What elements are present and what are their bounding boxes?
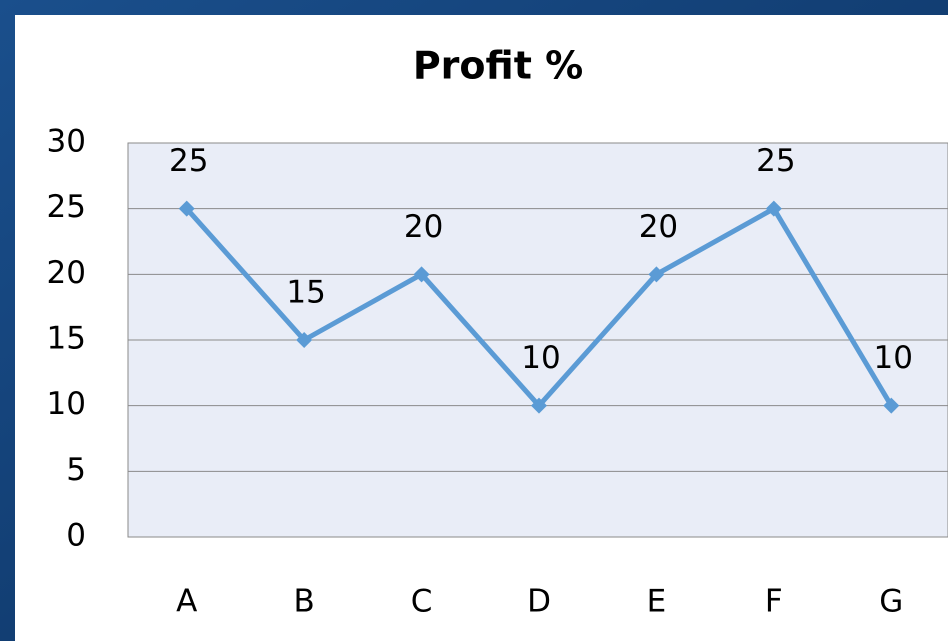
data-label: 15: [286, 275, 325, 311]
marker: [648, 266, 665, 283]
y-tick-label: 15: [47, 321, 86, 357]
x-tick-label: G: [879, 584, 903, 620]
x-tick-label: F: [765, 584, 783, 620]
x-tick-label: B: [294, 584, 315, 620]
y-tick-label: 20: [47, 255, 86, 291]
x-tick-label: A: [176, 584, 197, 620]
y-tick-label: 5: [66, 452, 86, 488]
data-label: 25: [169, 143, 208, 179]
y-tick-label: 10: [47, 386, 86, 422]
y-tick-label: 0: [66, 518, 86, 554]
data-label: 10: [874, 340, 913, 376]
marker: [296, 332, 313, 348]
marker: [531, 397, 547, 414]
data-label: 25: [756, 143, 795, 179]
data-label: 10: [521, 340, 560, 376]
y-tick-label: 30: [47, 124, 86, 160]
marker: [413, 266, 430, 283]
x-tick-label: E: [647, 584, 667, 620]
marker: [178, 200, 195, 217]
x-tick-label: C: [411, 584, 433, 620]
data-label: 20: [404, 209, 443, 245]
marker: [883, 397, 900, 414]
marker: [765, 200, 782, 217]
chart-title: Profit %: [413, 44, 583, 88]
x-tick-label: D: [527, 584, 551, 620]
y-tick-label: 25: [47, 189, 86, 225]
data-label: 20: [639, 209, 678, 245]
